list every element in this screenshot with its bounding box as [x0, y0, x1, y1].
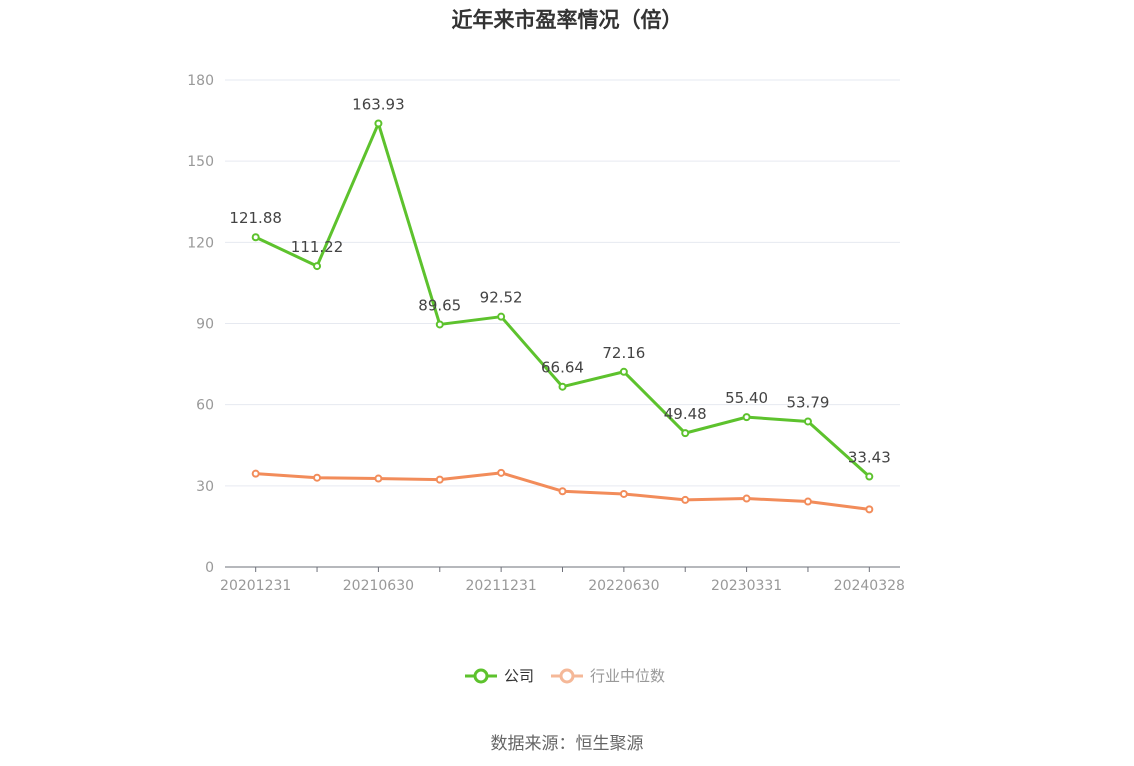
- data-label: 66.64: [541, 359, 584, 377]
- data-point-series-1[interactable]: [497, 468, 506, 477]
- data-label: 111.22: [291, 238, 344, 256]
- data-point-series-1[interactable]: [803, 497, 812, 506]
- series-line-0: [255, 121, 871, 478]
- data-point-series-0[interactable]: [497, 312, 506, 321]
- data-point-series-0[interactable]: [435, 320, 444, 329]
- data-source-note: 数据来源：恒生聚源: [490, 734, 644, 754]
- x-tick-label: 20201231: [220, 578, 291, 594]
- data-label: 55.40: [725, 389, 768, 407]
- data-label: 163.93: [352, 95, 405, 113]
- x-tick-label: 20230331: [711, 578, 782, 594]
- data-point-series-1[interactable]: [558, 487, 567, 496]
- x-tick-label: 20220630: [588, 578, 659, 594]
- legend-label-0[interactable]: 公司: [504, 667, 534, 685]
- data-point-series-1[interactable]: [313, 473, 322, 482]
- series-lines: [251, 119, 874, 514]
- data-label: 121.88: [229, 209, 282, 227]
- data-labels: 121.88 111.22 163.93 89.65 92.52 66.64 72.16 49…: [229, 95, 890, 466]
- legend-label-1[interactable]: 行业中位数: [590, 667, 665, 685]
- y-tick-label: 150: [187, 154, 214, 170]
- y-tick-label: 0: [205, 560, 214, 576]
- legend-marker-1[interactable]: [559, 668, 575, 684]
- data-label: 33.43: [848, 449, 891, 467]
- x-tick-label: 20211231: [466, 578, 537, 594]
- chart-title: 近年来市盈率情况（倍）: [451, 8, 683, 32]
- data-label: 89.65: [418, 296, 461, 314]
- data-point-series-0[interactable]: [681, 429, 690, 438]
- data-point-series-1[interactable]: [435, 475, 444, 484]
- y-tick-label: 180: [187, 73, 214, 89]
- data-point-series-1[interactable]: [251, 469, 260, 478]
- pe-ratio-line-chart: 0 30 60 90 120 150 180 20201231 20210630 20211231…: [187, 73, 905, 685]
- data-point-series-0[interactable]: [251, 233, 260, 242]
- data-point-series-0[interactable]: [558, 382, 567, 391]
- y-tick-label: 120: [187, 235, 214, 251]
- y-tick-label: 90: [196, 317, 214, 333]
- data-point-series-0[interactable]: [313, 262, 322, 271]
- axes: 0 30 60 90 120 150 180 20201231 20210630 20211231…: [187, 73, 905, 594]
- grid-lines: [225, 79, 900, 487]
- y-tick-label: 60: [196, 398, 214, 414]
- x-tick-label: 20240328: [834, 578, 905, 594]
- data-point-series-1[interactable]: [742, 494, 751, 503]
- legend-marker-0[interactable]: [473, 668, 489, 684]
- data-point-series-1[interactable]: [619, 489, 628, 498]
- data-point-series-1[interactable]: [865, 505, 874, 514]
- data-label: 53.79: [786, 393, 829, 411]
- data-label: 72.16: [602, 344, 645, 362]
- data-point-series-1[interactable]: [374, 474, 383, 483]
- data-point-series-0[interactable]: [374, 119, 383, 128]
- data-point-series-0[interactable]: [619, 367, 628, 376]
- data-label: 92.52: [480, 289, 523, 307]
- data-point-series-0[interactable]: [742, 413, 751, 422]
- data-point-series-0[interactable]: [865, 472, 874, 481]
- data-point-series-1[interactable]: [681, 495, 690, 504]
- legend: 公司 行业中位数: [465, 667, 665, 685]
- y-tick-label: 30: [196, 479, 214, 495]
- data-point-series-0[interactable]: [803, 417, 812, 426]
- data-label: 49.48: [664, 405, 707, 423]
- x-tick-label: 20210630: [343, 578, 414, 594]
